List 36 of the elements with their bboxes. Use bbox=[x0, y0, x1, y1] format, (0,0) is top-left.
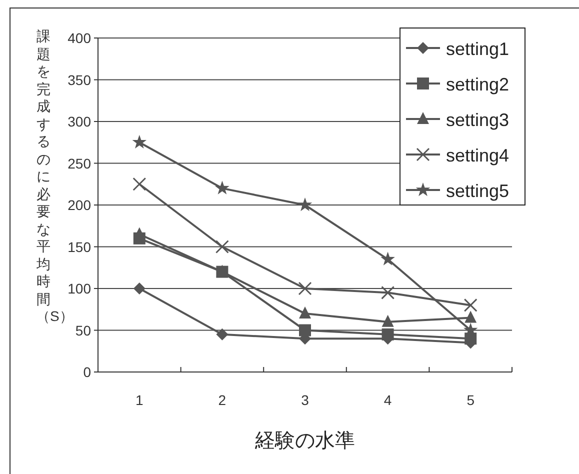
point bbox=[464, 298, 478, 312]
point bbox=[382, 314, 394, 327]
y-tick-label: 250 bbox=[68, 155, 92, 172]
legend-label: setting4 bbox=[446, 146, 510, 166]
y-tick-label: 400 bbox=[68, 30, 92, 46]
legend-label: setting3 bbox=[446, 110, 510, 130]
y-tick-label: 350 bbox=[68, 72, 92, 88]
y-tick-label: 200 bbox=[68, 197, 92, 213]
point bbox=[132, 177, 146, 191]
x-axis-title: 経験の水準 bbox=[254, 430, 355, 452]
point bbox=[299, 306, 311, 319]
y-tick-label: 300 bbox=[68, 114, 92, 130]
point bbox=[299, 324, 311, 336]
point bbox=[132, 134, 147, 148]
point bbox=[133, 282, 146, 294]
point bbox=[380, 252, 395, 266]
x-tick-label: 4 bbox=[384, 392, 392, 408]
y-tick-label: 150 bbox=[68, 238, 92, 255]
point bbox=[298, 282, 312, 296]
y-tick-label: 0 bbox=[83, 364, 92, 380]
point bbox=[381, 286, 395, 300]
x-tick-label: 5 bbox=[466, 392, 475, 408]
y-tick-label: 100 bbox=[68, 280, 92, 296]
y-tick-label: 50 bbox=[75, 322, 92, 338]
point bbox=[216, 328, 228, 340]
x-tick-label: 2 bbox=[218, 392, 226, 408]
x-tick-label: 1 bbox=[136, 392, 144, 408]
point bbox=[298, 198, 312, 212]
point bbox=[215, 180, 230, 194]
point bbox=[464, 310, 477, 323]
legend-label: setting2 bbox=[446, 74, 510, 94]
point bbox=[215, 240, 229, 254]
legend-label: setting5 bbox=[446, 181, 510, 201]
x-tick-label: 3 bbox=[301, 392, 310, 408]
legend-label: setting1 bbox=[446, 39, 510, 59]
point bbox=[382, 328, 394, 340]
